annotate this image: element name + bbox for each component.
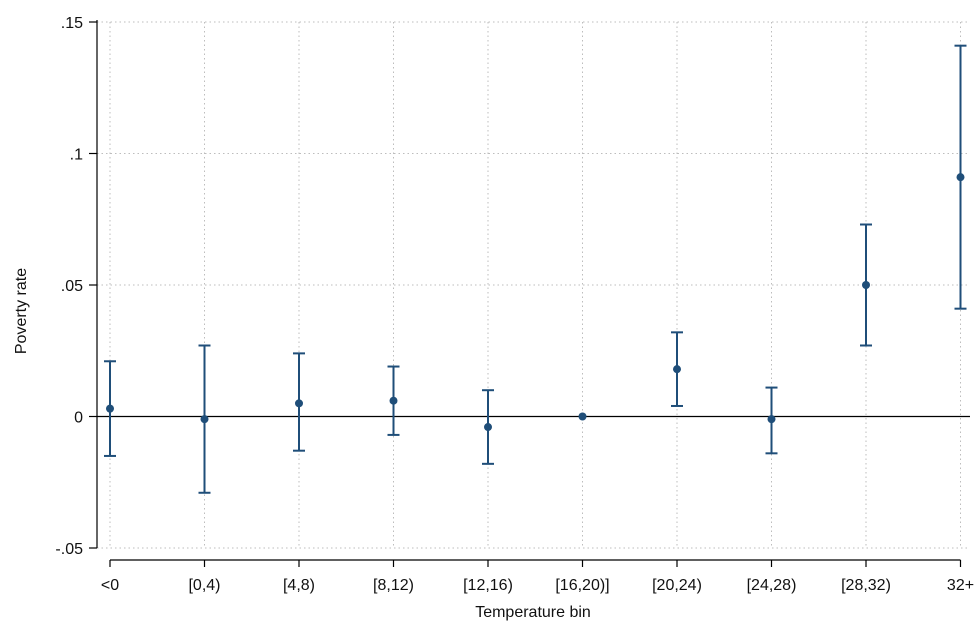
x-tick-label: [8,12) [373, 577, 414, 594]
point-estimate [200, 415, 209, 424]
gridlines [97, 21, 970, 549]
point-estimate [767, 415, 776, 424]
x-tick-label: [28,32) [841, 577, 891, 594]
data-marks [104, 44, 967, 494]
y-tick-label: 0 [74, 410, 83, 427]
x-tick-label: [20,24) [652, 577, 702, 594]
point-estimate [862, 281, 870, 289]
x-tick-label: [16,20)] [555, 577, 609, 594]
point-estimate [389, 396, 398, 405]
x-tick-label: [24,28) [747, 577, 797, 594]
point-estimate [578, 412, 587, 421]
y-tick-label: .05 [61, 278, 83, 295]
point-estimate [956, 173, 965, 182]
x-axis-title: Temperature bin [475, 604, 591, 621]
point-estimate [484, 423, 492, 432]
y-tick-label: .15 [61, 15, 83, 32]
point-estimate [673, 365, 681, 374]
point-estimate [106, 404, 114, 413]
axes [89, 20, 962, 567]
y-tick-label: -.05 [55, 541, 83, 558]
y-axis-title: Poverty rate [13, 268, 30, 354]
x-tick-label: <0 [101, 577, 119, 594]
y-tick-label: .1 [70, 147, 83, 164]
x-tick-label: [4,8) [283, 577, 315, 594]
tick-labels: -.05 0 .05 .1 .15 <0 [0,4) [4,8) [8,12) [12,16) [1… [55, 15, 974, 594]
x-tick-label: [12,16) [463, 577, 513, 594]
point-estimate [295, 399, 303, 408]
x-tick-label: [0,4) [188, 577, 220, 594]
x-tick-label: 32+ [947, 577, 974, 594]
